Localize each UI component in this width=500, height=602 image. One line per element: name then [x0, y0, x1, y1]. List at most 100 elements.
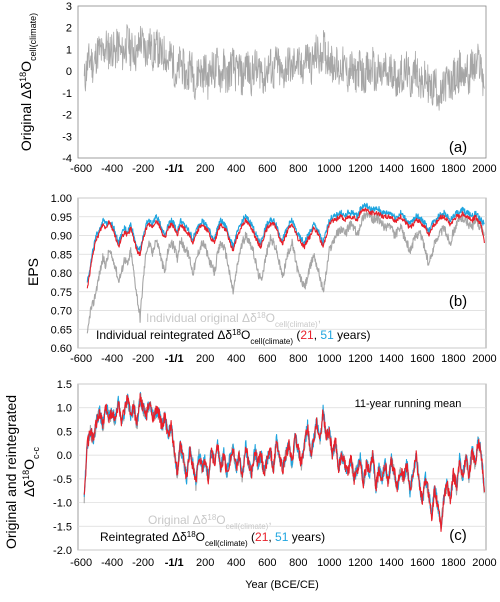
x-tick-label: -200 — [132, 163, 154, 175]
y-tick-label: 0.65 — [51, 324, 72, 336]
panel-a-y-ticks: -4 -3 -2 -1 0 1 2 3 — [62, 1, 72, 165]
b-leg2-sup: 18 — [232, 328, 241, 337]
x-tick-label: 200 — [196, 557, 214, 569]
c-leg1-pre: Original Δδ — [148, 513, 208, 527]
panel-b-legend: Individual original Δδ18Ocell(climate), … — [96, 311, 370, 346]
panel-a-ylabel: Original Δδ18Ocell(climate) — [18, 13, 38, 151]
y-tick-label: -1.5 — [53, 521, 72, 533]
y-tick-label: -1.0 — [53, 498, 72, 510]
y-tick-label: 1.0 — [57, 403, 72, 415]
x-tick-label: 1400 — [379, 353, 403, 365]
panel-b: 0.60 0.65 0.70 0.75 0.80 0.85 0.90 0.95 1.00 -60… — [25, 193, 497, 365]
panel-c-y-ticks: -2.0 -1.5 -1.0 -0.5 0.0 0.5 1.0 1.5 — [53, 379, 72, 557]
b-leg1-post: , — [318, 311, 321, 325]
y-tick-label: 0.5 — [57, 426, 72, 438]
x-tick-label: 400 — [227, 353, 245, 365]
x-tick-label: -1/1 — [165, 353, 184, 365]
b-leg1-sup: 18 — [257, 311, 266, 320]
y-tick-label: 0.70 — [51, 306, 72, 318]
x-tick-label: -400 — [101, 163, 123, 175]
x-tick-label: 1000 — [317, 163, 341, 175]
y-tick-label: -2 — [62, 110, 72, 122]
y-tick-label: 0.85 — [51, 249, 72, 261]
y-tick-label: 2 — [66, 23, 72, 35]
b-leg2-n2: 51 — [320, 328, 334, 342]
series-line — [86, 211, 485, 334]
panel-b-legend-reintegrated: Individual reintegrated Δδ18Ocell(climat… — [96, 328, 370, 346]
x-tick-label: 1800 — [441, 163, 465, 175]
panel-a: -4 -3 -2 -1 0 1 2 3 -600 -400 -200 -1/1 200 400 600 80… — [18, 1, 497, 175]
x-tick-label: 1000 — [317, 557, 341, 569]
x-tick-label: -1/1 — [165, 557, 184, 569]
series-line — [83, 393, 485, 532]
x-tick-label: 1000 — [317, 353, 341, 365]
x-axis-title: Year (BCE/CE) — [245, 579, 319, 591]
y-tick-label: 3 — [66, 1, 72, 13]
b-leg2-sep: , — [314, 328, 321, 342]
x-tick-label: 1600 — [410, 353, 434, 365]
b-leg2-post: years) — [334, 328, 371, 342]
x-tick-label: 600 — [258, 163, 276, 175]
x-tick-label: 800 — [289, 163, 307, 175]
panel-a-frame — [77, 5, 487, 159]
x-tick-label: -200 — [132, 557, 154, 569]
y-tick-label: -2.0 — [53, 545, 72, 557]
panel-c-ylabel-pre: Δδ — [21, 480, 37, 497]
x-tick-label: -600 — [70, 163, 92, 175]
panel-c-x-ticks: -600 -400 -200 -1/1 200 400 600 800 1000 1200 1400… — [70, 557, 497, 569]
panel-b-legend-original: Individual original Δδ18Ocell(climate), — [146, 311, 321, 329]
x-tick-label: 200 — [196, 163, 214, 175]
x-tick-label: -600 — [70, 353, 92, 365]
x-tick-label: 1200 — [348, 163, 372, 175]
panel-a-label: (a) — [449, 139, 467, 156]
c-leg2-n1: 21 — [255, 530, 269, 544]
c-leg1-sub: cell(climate) — [226, 522, 269, 531]
panel-b-x-ticks: -600 -400 -200 -1/1 200 400 600 800 1000 1200 1400… — [70, 353, 497, 365]
x-tick-label: 1600 — [410, 557, 434, 569]
x-tick-label: 1200 — [348, 353, 372, 365]
y-tick-label: 0.95 — [51, 212, 72, 224]
panel-a-x-ticks: -600 -400 -200 -1/1 200 400 600 800 1000 1200 1400… — [70, 163, 497, 175]
b-leg2-pre: Individual reintegrated Δδ — [96, 328, 232, 342]
panel-a-series — [83, 24, 485, 111]
x-tick-label: -400 — [101, 557, 123, 569]
series-line — [86, 202, 485, 283]
b-leg1-pre: Individual original Δδ — [146, 311, 257, 325]
x-tick-label: 1200 — [348, 557, 372, 569]
y-tick-label: 0.60 — [51, 343, 72, 355]
panel-b-y-ticks: 0.60 0.65 0.70 0.75 0.80 0.85 0.90 0.95 1.00 — [51, 193, 72, 355]
x-tick-label: 2000 — [472, 353, 496, 365]
c-leg1-post: , — [268, 513, 271, 527]
panel-b-label: (b) — [449, 293, 467, 310]
panel-c-legend: Original Δδ18Ocell(climate), Reintegrate… — [100, 513, 325, 548]
panel-c-ylabel-line1: Original and reintegrated — [3, 395, 19, 549]
c-leg2-post: years) — [288, 530, 325, 544]
y-tick-label: -1 — [62, 88, 72, 100]
b-leg1-sub: cell(climate) — [275, 320, 318, 329]
c-leg2-sub: cell(climate) — [205, 539, 248, 548]
panel-b-ylabel: EPS — [25, 258, 41, 286]
panel-c: -2.0 -1.5 -1.0 -0.5 0.0 0.5 1.0 1.5 -600 -400 -20… — [3, 379, 497, 569]
x-tick-label: 200 — [196, 353, 214, 365]
y-tick-label: 1.5 — [57, 379, 72, 391]
x-tick-label: 600 — [258, 353, 276, 365]
x-tick-label: -1/1 — [165, 163, 184, 175]
y-tick-label: -4 — [62, 153, 72, 165]
series-line — [83, 24, 485, 111]
panel-c-annotation: 11-year running mean — [355, 398, 462, 410]
panel-c-gridlines — [78, 383, 486, 551]
series-line — [86, 207, 485, 289]
c-leg2-sup: 18 — [187, 530, 196, 539]
y-tick-label: 0.80 — [51, 268, 72, 280]
x-tick-label: 2000 — [472, 163, 496, 175]
x-tick-label: -200 — [132, 353, 154, 365]
panel-a-ylabel-pre: Original Δδ — [18, 82, 34, 151]
panel-a-ylabel-sub: cell(climate) — [28, 13, 38, 61]
x-tick-label: 1400 — [379, 163, 403, 175]
y-tick-label: 0.90 — [51, 231, 72, 243]
panel-c-ylabel-line2: Δδ18Oc-c — [21, 446, 41, 497]
x-tick-label: 2000 — [472, 557, 496, 569]
x-tick-label: 1600 — [410, 163, 434, 175]
y-tick-label: 1.00 — [51, 193, 72, 205]
